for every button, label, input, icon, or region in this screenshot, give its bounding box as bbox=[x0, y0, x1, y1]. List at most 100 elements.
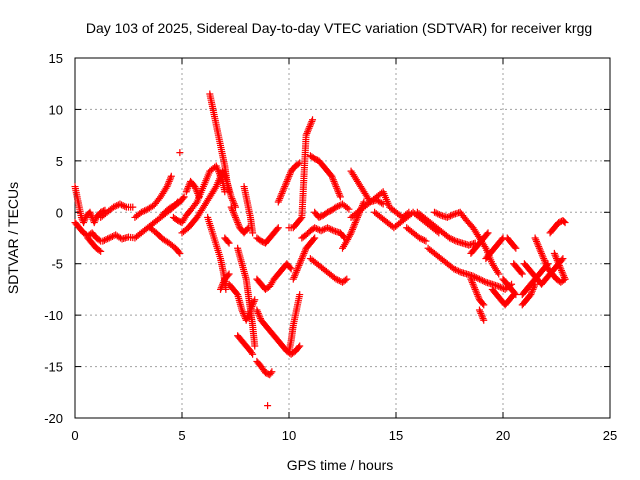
series-t24 bbox=[253, 260, 295, 293]
data-point bbox=[286, 171, 294, 179]
data-point bbox=[100, 236, 108, 244]
data-point bbox=[224, 271, 232, 279]
data-point bbox=[560, 272, 568, 280]
series-t16 bbox=[221, 234, 233, 247]
data-point bbox=[479, 300, 487, 308]
data-point bbox=[330, 177, 338, 185]
data-point bbox=[314, 225, 322, 233]
data-point bbox=[511, 289, 519, 297]
data-point bbox=[480, 301, 488, 309]
data-point bbox=[529, 285, 537, 293]
y-tick-label: -10 bbox=[44, 308, 63, 323]
data-point bbox=[180, 193, 188, 201]
data-point bbox=[274, 198, 282, 206]
data-point bbox=[239, 308, 247, 316]
x-axis-label: GPS time / hours bbox=[287, 457, 394, 473]
plot-frame bbox=[74, 57, 611, 419]
data-point bbox=[328, 226, 336, 234]
series-t23 bbox=[264, 402, 272, 410]
x-tick-label: 10 bbox=[282, 428, 296, 443]
data-point bbox=[543, 261, 551, 269]
data-point bbox=[530, 284, 538, 292]
data-point bbox=[184, 184, 192, 192]
data-point bbox=[559, 255, 567, 263]
data-point bbox=[332, 183, 340, 191]
data-point bbox=[477, 309, 485, 317]
data-point bbox=[296, 260, 304, 268]
data-point bbox=[541, 258, 549, 266]
data-point bbox=[481, 243, 489, 251]
data-point bbox=[455, 267, 463, 275]
data-point bbox=[311, 234, 319, 242]
data-point bbox=[251, 296, 259, 304]
data-point bbox=[540, 255, 548, 263]
data-point bbox=[298, 255, 306, 263]
data-point bbox=[555, 261, 563, 269]
data-point bbox=[282, 179, 290, 187]
data-point bbox=[420, 236, 428, 244]
data-point bbox=[512, 291, 520, 299]
data-point bbox=[179, 194, 187, 202]
data-point bbox=[471, 285, 479, 293]
data-point bbox=[110, 203, 118, 211]
data-point bbox=[432, 209, 440, 217]
data-point bbox=[449, 236, 457, 244]
data-point bbox=[296, 291, 304, 299]
series-t48 bbox=[488, 285, 518, 309]
data-point bbox=[468, 277, 476, 285]
data-point bbox=[451, 266, 459, 274]
data-point bbox=[343, 275, 351, 283]
data-point bbox=[233, 217, 241, 225]
data-point bbox=[299, 253, 307, 261]
data-point bbox=[317, 227, 325, 235]
series-t30 bbox=[285, 116, 317, 232]
data-point bbox=[560, 273, 568, 281]
data-point bbox=[229, 198, 237, 206]
data-point bbox=[478, 311, 486, 319]
series-t20 bbox=[240, 183, 257, 237]
data-point bbox=[137, 208, 145, 216]
y-tick-label: 5 bbox=[56, 154, 63, 169]
series-t03 bbox=[84, 234, 105, 255]
data-point bbox=[333, 184, 341, 192]
data-point bbox=[518, 270, 526, 278]
data-point bbox=[80, 217, 88, 225]
data-point bbox=[253, 306, 261, 314]
data-point bbox=[296, 258, 304, 266]
data-point bbox=[351, 219, 359, 227]
data-point bbox=[242, 316, 250, 324]
data-point bbox=[275, 196, 283, 204]
data-point bbox=[332, 275, 340, 283]
data-point bbox=[191, 183, 199, 191]
data-point bbox=[121, 202, 129, 210]
data-point bbox=[533, 237, 541, 245]
data-point bbox=[472, 287, 480, 295]
data-point bbox=[349, 224, 357, 232]
data-point bbox=[167, 174, 175, 182]
data-point bbox=[255, 311, 263, 319]
data-point bbox=[552, 253, 560, 261]
data-point bbox=[557, 265, 565, 273]
data-point bbox=[343, 237, 351, 245]
data-point bbox=[345, 232, 353, 240]
series-t45 bbox=[467, 229, 492, 257]
data-point bbox=[551, 251, 559, 259]
plot-border bbox=[74, 57, 611, 419]
data-point bbox=[345, 205, 353, 213]
data-point bbox=[249, 229, 257, 237]
series-t29 bbox=[274, 159, 304, 206]
data-point bbox=[531, 280, 539, 288]
data-point bbox=[447, 212, 455, 220]
data-point bbox=[446, 234, 453, 242]
series-t09 bbox=[169, 162, 229, 227]
data-point bbox=[537, 248, 545, 256]
series-t15 bbox=[217, 270, 233, 293]
data-point bbox=[284, 176, 292, 184]
series-t33 bbox=[298, 224, 349, 242]
data-point bbox=[228, 205, 236, 213]
data-point bbox=[297, 215, 305, 223]
data-point bbox=[312, 224, 320, 232]
data-point bbox=[167, 172, 175, 180]
series-t34 bbox=[306, 255, 351, 286]
data-point bbox=[279, 186, 287, 194]
